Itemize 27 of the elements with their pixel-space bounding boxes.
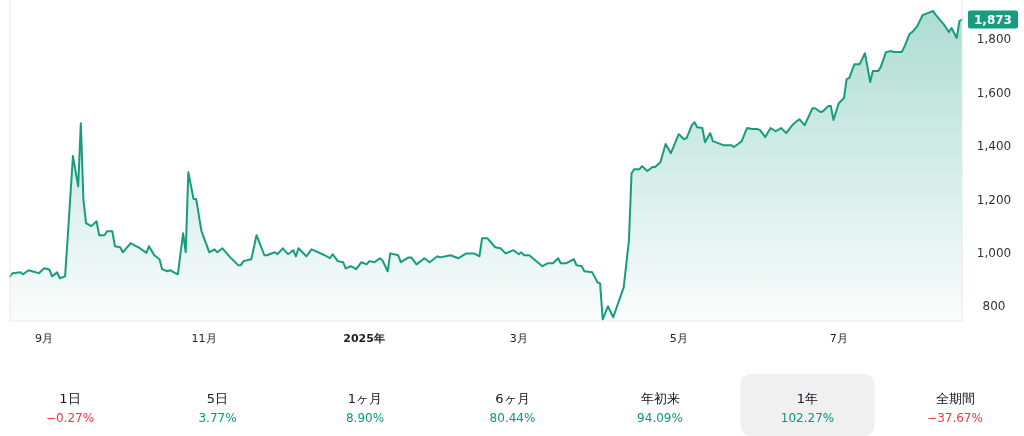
x-tick-label: 7月 [829, 332, 848, 345]
y-tick-label: 800 [982, 299, 1006, 314]
category-label: 1日 [59, 391, 81, 406]
category-label: 年初来 [640, 391, 680, 406]
x-tick-label: 2025年 [343, 332, 385, 345]
x-tick-label: 3月 [509, 332, 528, 345]
data-label: −37.67% [927, 411, 983, 425]
x-tick-label: 11月 [191, 332, 217, 345]
data-label: 80.44% [489, 411, 536, 425]
y-tick-label: 1,800 [976, 32, 1012, 47]
category-label: 5日 [206, 391, 229, 406]
data-label: 102.27% [780, 411, 835, 425]
data-label: 3.77% [198, 411, 237, 425]
category-label: 1年 [796, 391, 819, 406]
x-tick-label: 5月 [669, 332, 688, 345]
data-label: 94.09% [637, 411, 683, 425]
y-tick-label: 1,000 [976, 246, 1012, 261]
category-label: 全期間 [935, 391, 975, 406]
y-tick-label: 1,400 [976, 139, 1012, 154]
data-label: 8.90% [345, 411, 385, 425]
annotation: 1,873 [974, 12, 1012, 27]
category-label: 6ヶ月 [495, 391, 530, 406]
x-tick-label: 9月 [35, 332, 54, 345]
y-tick-label: 1,600 [976, 85, 1012, 100]
category-label: 1ヶ月 [347, 391, 383, 406]
data-label: −0.27% [45, 411, 95, 425]
y-tick-label: 1,200 [976, 192, 1012, 207]
